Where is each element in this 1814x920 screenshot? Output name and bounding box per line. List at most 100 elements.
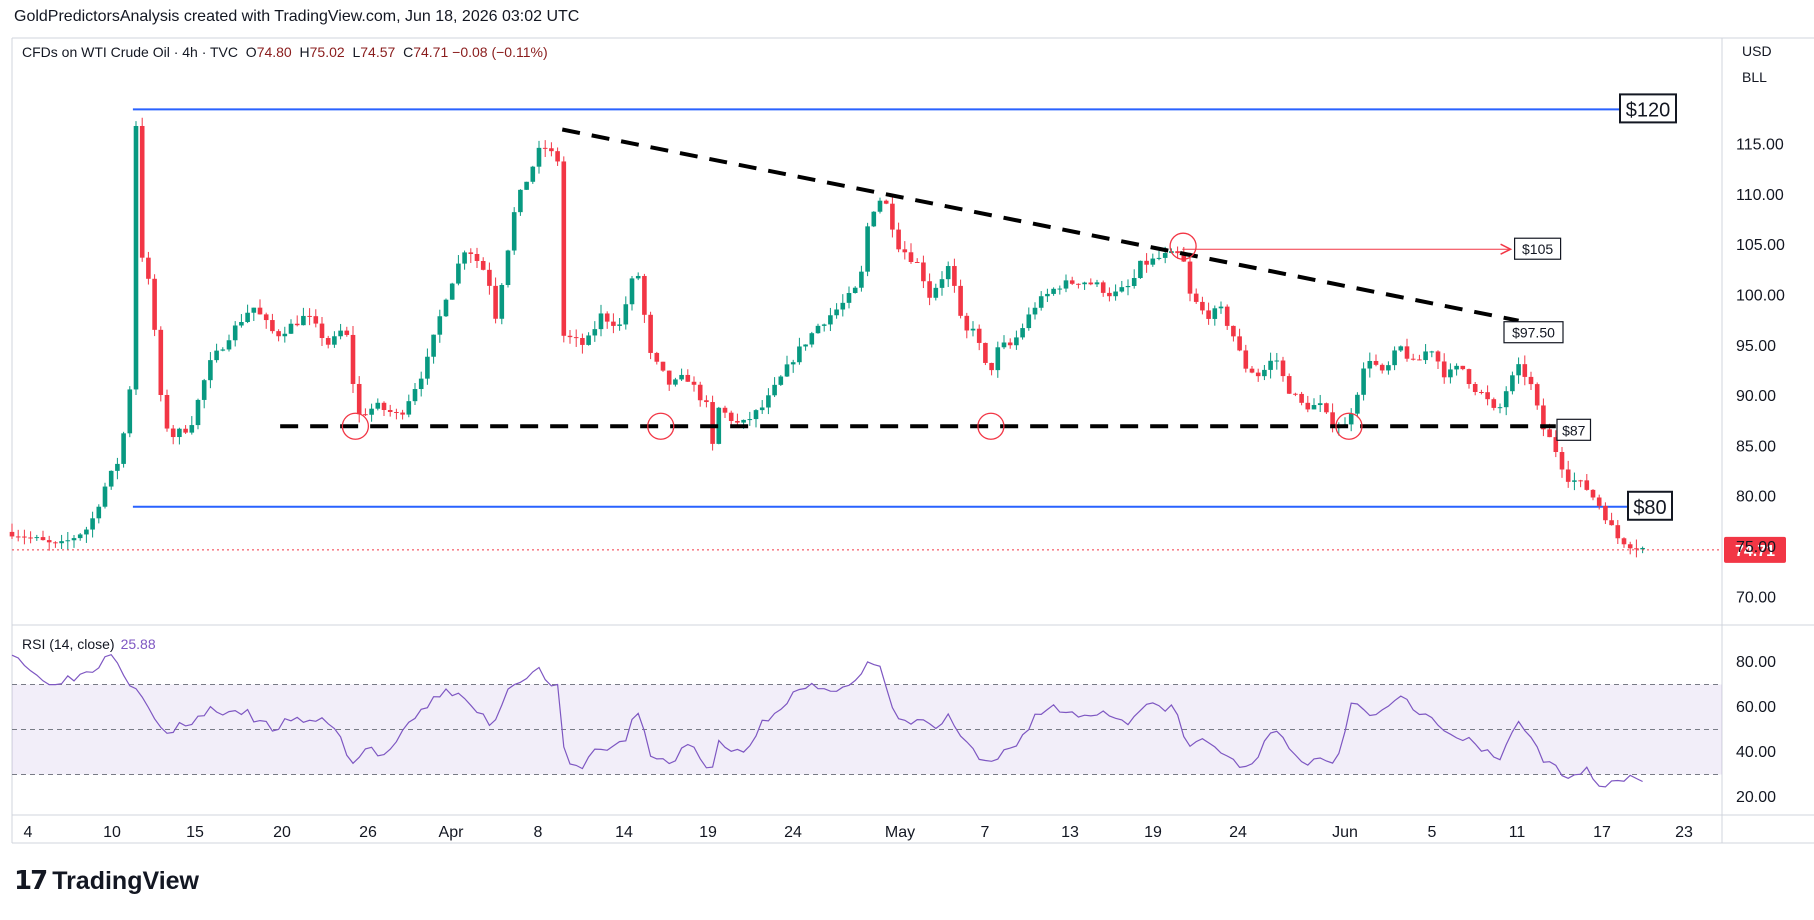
candle-body xyxy=(387,409,393,412)
candle-up xyxy=(1094,279,1100,288)
tradingview-brand[interactable]: 17 TradingView xyxy=(14,866,199,896)
candle-body xyxy=(499,284,505,319)
candle-up xyxy=(797,337,802,365)
candle-up xyxy=(877,197,883,214)
candle-body xyxy=(1249,368,1255,373)
rsi-tick-label: 60.00 xyxy=(1736,699,1776,716)
candle-down xyxy=(710,395,715,451)
candle-up xyxy=(617,318,622,331)
candle-body xyxy=(1423,351,1428,361)
candle-body xyxy=(1156,257,1162,259)
candle-down xyxy=(1293,392,1298,397)
candle-body xyxy=(226,340,232,350)
candle-up xyxy=(90,511,95,538)
candle-down xyxy=(685,369,691,382)
lower-range-label-box xyxy=(1627,490,1673,521)
candle-body xyxy=(108,470,114,487)
touch-marker-circle xyxy=(1169,232,1197,260)
candle-down xyxy=(1280,356,1286,382)
candle-up xyxy=(499,283,505,325)
candle-body xyxy=(1001,342,1007,348)
candle-body xyxy=(431,334,436,357)
candle-down xyxy=(611,313,616,334)
price-axis-unit[interactable]: USD BLL xyxy=(1732,38,1806,90)
candle-down xyxy=(1621,537,1627,548)
candle-body xyxy=(921,262,926,282)
candle-body xyxy=(580,338,585,345)
symbol-name[interactable]: CFDs on WTI Crude Oil · 4h · TVC xyxy=(22,44,239,60)
candle-down xyxy=(152,274,157,337)
rsi-legend[interactable]: RSI (14, close) 25.88 xyxy=(22,636,156,652)
candle-down xyxy=(1324,402,1329,414)
candle-body xyxy=(518,189,523,213)
candle-body xyxy=(214,350,219,361)
candle-up xyxy=(59,534,64,550)
candle-body xyxy=(332,336,337,345)
candle-down xyxy=(896,222,901,253)
candle-body xyxy=(195,399,201,426)
candle-down xyxy=(1237,328,1242,352)
candle-down xyxy=(1522,355,1528,386)
candle-body xyxy=(1057,288,1063,290)
candle-up xyxy=(437,309,443,343)
candle-body xyxy=(307,315,312,317)
ohlc-close: C74.71 xyxy=(403,44,449,60)
candle-down xyxy=(1007,338,1013,349)
ohlc-change: −0.08 (−0.11%) xyxy=(452,44,548,60)
candle-up xyxy=(121,431,126,468)
candle-down xyxy=(381,401,387,416)
candle-body xyxy=(753,410,759,420)
candle-down xyxy=(387,404,393,417)
candle-body xyxy=(1113,291,1118,297)
candle-down xyxy=(183,425,188,435)
candle-body xyxy=(542,147,548,149)
candle-down xyxy=(1286,373,1292,395)
price-chart[interactable]: $120 $80 $105 $97.50 $87 74.71 70.00 75.00 80.0… xyxy=(0,0,1814,850)
candle-body xyxy=(437,316,443,335)
candle-body xyxy=(1603,505,1608,521)
candle-up xyxy=(840,294,846,317)
candle-body xyxy=(96,506,102,519)
candle-up xyxy=(1051,287,1056,296)
candle-body xyxy=(1038,296,1044,308)
candle-down xyxy=(356,376,362,423)
candle-body xyxy=(1584,480,1590,490)
upper-range-label-box xyxy=(1619,93,1677,124)
candle-down xyxy=(952,258,957,293)
candle-body xyxy=(797,346,802,363)
candle-body xyxy=(1634,548,1639,550)
currency-label: USD xyxy=(1742,43,1772,59)
candle-down xyxy=(1541,398,1546,437)
candle-down xyxy=(1410,353,1416,361)
price-tick-label: 105.00 xyxy=(1736,237,1785,254)
candle-up xyxy=(232,321,238,347)
candle-down xyxy=(1206,302,1211,325)
candle-up xyxy=(1026,307,1032,331)
candle-down xyxy=(1609,512,1614,526)
candle-body xyxy=(313,316,319,324)
candle-up xyxy=(1038,291,1044,311)
candle-down xyxy=(1193,288,1199,304)
candle-body xyxy=(673,379,678,385)
candle-up xyxy=(338,323,343,340)
candle-body xyxy=(1268,360,1273,370)
candle-up xyxy=(1119,280,1125,293)
candle-up xyxy=(1156,250,1162,261)
candle-down xyxy=(1441,353,1447,384)
candle-body xyxy=(1069,280,1075,284)
candle-down xyxy=(1578,479,1583,488)
candle-up xyxy=(1262,364,1267,381)
candle-body xyxy=(1032,307,1038,315)
candle-body xyxy=(1274,360,1280,362)
time-tick-label: 19 xyxy=(699,824,717,841)
candle-up xyxy=(716,406,722,445)
candle-up xyxy=(1516,357,1521,384)
candle-up xyxy=(1398,345,1404,353)
candle-down xyxy=(53,541,58,548)
candle-body xyxy=(914,262,920,264)
candle-body xyxy=(1454,365,1459,370)
candle-down xyxy=(276,329,281,342)
candle-body xyxy=(127,389,133,434)
candle-down xyxy=(927,273,932,306)
candle-up xyxy=(1448,363,1453,384)
